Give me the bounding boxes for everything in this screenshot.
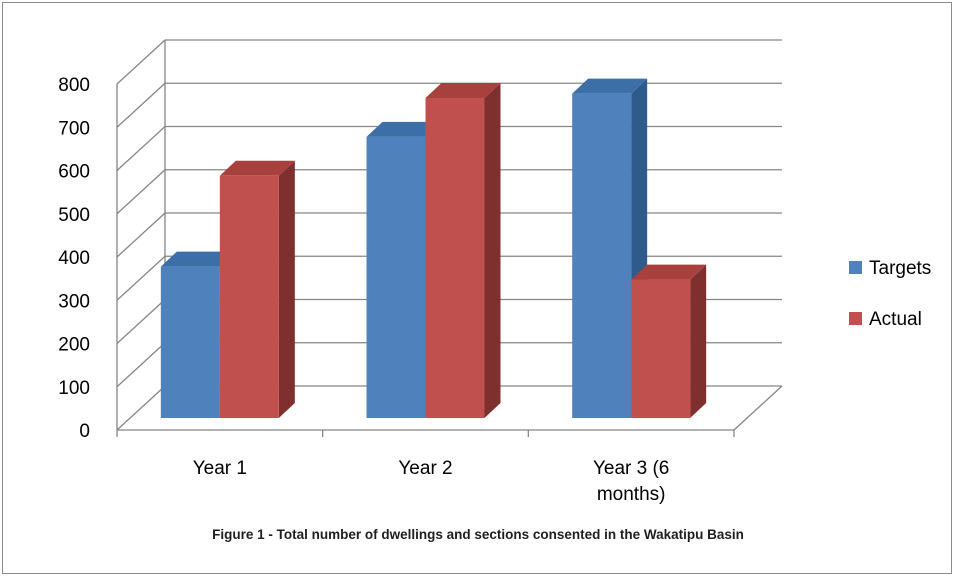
gridline-side <box>116 126 166 171</box>
x-category-label: Year 1 <box>193 458 247 479</box>
gridline-side <box>116 385 166 431</box>
bars <box>160 78 707 419</box>
bar-top <box>160 251 236 267</box>
bar-front <box>572 93 632 418</box>
legend-label-targets: Targets <box>869 258 931 279</box>
floor-right-edge <box>733 385 783 431</box>
bar-actual-3 <box>631 264 707 418</box>
y-tick-label: 100 <box>58 378 90 399</box>
x-category-label: Year 3 (6 months) <box>593 458 669 505</box>
legend-swatch-targets <box>849 261 862 274</box>
bar-front <box>219 175 279 418</box>
bar-top <box>219 160 295 176</box>
gridline-side <box>116 212 166 258</box>
bar-actual-1 <box>219 160 295 419</box>
legend: Targets Actual <box>849 258 931 330</box>
y-tick-label: 600 <box>58 162 90 183</box>
y-tick-label: 700 <box>58 118 90 139</box>
bar-side <box>278 160 295 419</box>
bar-actual-2 <box>425 82 501 418</box>
x-category-label-line: months) <box>597 484 666 505</box>
gridline-side <box>116 299 166 344</box>
y-tick-label: 300 <box>58 291 90 312</box>
legend-label-actual: Actual <box>869 309 922 330</box>
y-axis: 0 100 200 300 400 500 600 700 800 <box>58 75 118 442</box>
gridline-side <box>116 342 166 388</box>
gridline-side <box>116 39 166 85</box>
bar-front <box>631 279 691 418</box>
legend-swatch-actual <box>849 312 862 325</box>
x-category-label-line: Year 3 (6 <box>593 458 669 479</box>
bar-front <box>160 266 220 418</box>
x-category-label-line: Year 2 <box>398 458 452 479</box>
x-category-label-line: Year 1 <box>193 458 247 479</box>
y-tick-label: 0 <box>79 421 90 442</box>
y-tick-label: 400 <box>58 248 90 269</box>
bar-top <box>425 82 501 98</box>
figure-caption: Figure 1 - Total number of dwellings and… <box>212 527 744 542</box>
gridline-side <box>116 82 166 128</box>
bar-top <box>631 264 707 280</box>
bar-top <box>366 121 442 137</box>
y-tick-label: 200 <box>58 335 90 356</box>
bar-top <box>572 78 648 94</box>
gridline-side <box>116 255 166 301</box>
bar-targets-3 <box>572 78 648 418</box>
bar-side <box>484 82 501 418</box>
gridline-side <box>116 169 166 215</box>
x-axis: Year 1 Year 2 Year 3 (6 months) <box>116 430 735 505</box>
y-tick-label: 800 <box>58 75 90 96</box>
x-category-label: Year 2 <box>398 458 452 479</box>
y-tick-label: 500 <box>58 205 90 226</box>
bar-front <box>366 136 426 418</box>
bar-front <box>425 97 485 418</box>
bar-side <box>690 264 707 418</box>
